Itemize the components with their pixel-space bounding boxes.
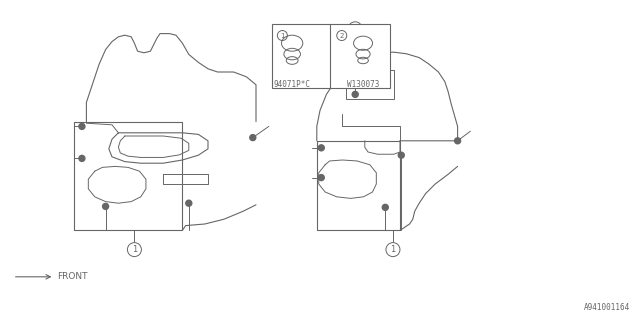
Circle shape <box>386 243 400 257</box>
Circle shape <box>102 204 109 209</box>
Circle shape <box>454 138 461 144</box>
Circle shape <box>348 22 362 36</box>
Text: FRONT: FRONT <box>58 272 88 281</box>
Circle shape <box>127 243 141 257</box>
Text: 1: 1 <box>132 245 137 254</box>
Circle shape <box>79 124 85 129</box>
Circle shape <box>318 145 324 151</box>
Circle shape <box>337 30 347 41</box>
Circle shape <box>318 175 324 180</box>
Text: 94071P*C: 94071P*C <box>274 80 310 89</box>
Text: 2: 2 <box>353 24 358 33</box>
Circle shape <box>186 200 192 206</box>
Text: A941001164: A941001164 <box>584 303 630 312</box>
Circle shape <box>79 156 85 161</box>
Text: 2: 2 <box>340 33 344 38</box>
Circle shape <box>352 92 358 97</box>
Circle shape <box>277 30 287 41</box>
Text: W130073: W130073 <box>347 80 380 89</box>
Circle shape <box>250 135 256 140</box>
Text: 1: 1 <box>280 33 285 38</box>
Bar <box>272 24 390 88</box>
Circle shape <box>382 204 388 210</box>
Circle shape <box>398 152 404 158</box>
Text: 1: 1 <box>390 245 396 254</box>
